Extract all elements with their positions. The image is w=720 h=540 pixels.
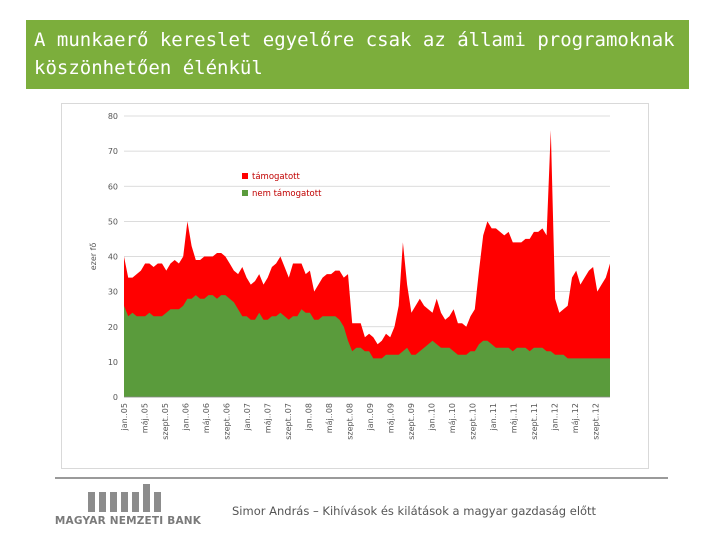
y-tick-label: 80 [108,112,118,121]
series-area-nem-tamogatott [124,295,610,397]
legend-label: támogatott [252,172,300,182]
y-tick-label: 0 [113,393,118,402]
y-tick-label: 50 [108,217,118,226]
x-tick-label: máj..11 [510,403,519,433]
y-tick-label: 70 [108,147,118,156]
x-tick-label: jan..09 [366,403,375,431]
stacked-area-chart: 0 10 20 30 40 50 60 70 80 ezer fő jan..05 máj..05 sz… [89,112,610,440]
y-tick-label: 20 [108,323,118,332]
legend-swatch [242,173,248,179]
y-tick-label: 60 [108,182,118,191]
x-tick-label: jan..12 [551,403,560,431]
x-tick-label: szept..12 [592,403,601,440]
x-tick-label: máj..12 [571,403,580,433]
y-tick-label: 40 [108,253,118,262]
legend-swatch [242,190,248,196]
x-tick-label: szept..05 [161,403,170,440]
legend-label: nem támogatott [252,189,322,199]
x-tick-label: szept..08 [346,403,355,440]
chart-frame: 0 10 20 30 40 50 60 70 80 ezer fő jan..05 máj..05 sz… [61,103,649,469]
x-tick-label: szept..11 [530,403,539,440]
footer-divider [55,477,668,479]
y-axis-label: ezer fő [89,243,98,271]
x-tick-label: máj..10 [448,403,457,433]
x-tick-label: máj..07 [264,403,273,433]
x-tick-label: szept..09 [407,403,416,440]
x-tick-label: szept..07 [284,403,293,440]
x-tick-label: máj..06 [202,403,211,433]
x-tick-label: máj..09 [387,403,396,433]
x-tick-label: jan..05 [120,403,129,431]
x-tick-label: jan..06 [182,403,191,431]
x-tick-label: jan..07 [243,403,252,431]
x-tick-label: máj..05 [141,403,150,433]
y-tick-label: 30 [108,288,118,297]
page-title: A munkaerő kereslet egyelőre csak az áll… [34,29,675,79]
x-tick-label: máj..08 [325,403,334,433]
logo-text: MAGYAR NEMZETI BANK [54,515,202,527]
x-tick-label: jan..08 [305,403,314,431]
x-tick-label: szept..06 [223,403,232,440]
logo-bars-icon [88,484,168,512]
footer-caption: Simor András – Kihívások és kilátások a … [232,504,597,518]
y-tick-label: 10 [108,358,118,367]
x-tick-label: jan..10 [428,403,437,431]
title-bar: A munkaerő kereslet egyelőre csak az áll… [26,20,689,89]
mnb-logo: MAGYAR NEMZETI BANK [52,480,204,536]
x-tick-label: szept..10 [469,403,478,440]
x-tick-label: jan..11 [489,403,498,431]
